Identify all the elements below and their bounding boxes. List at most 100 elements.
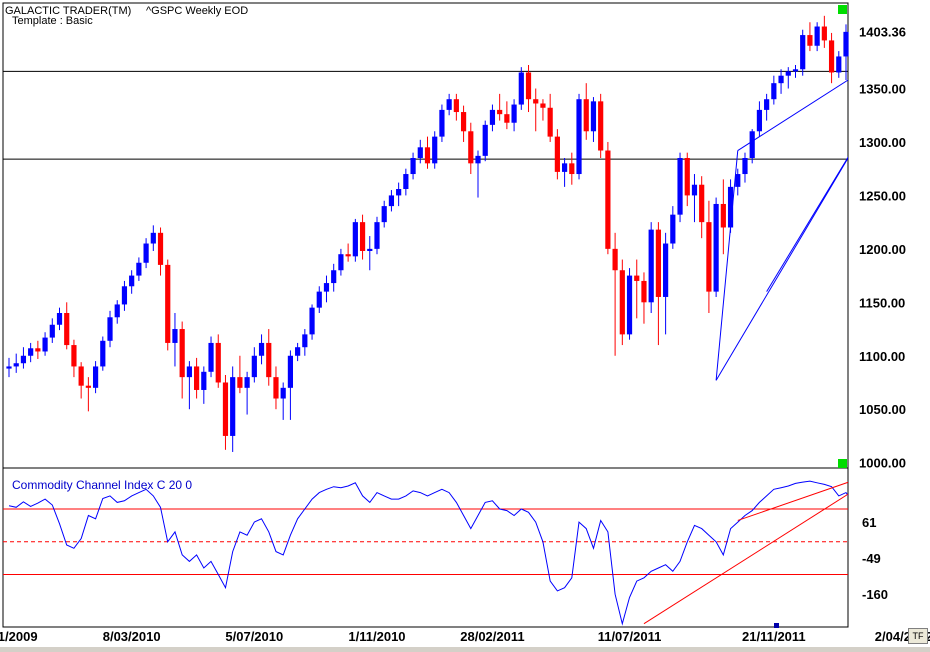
cci-trendline: [643, 493, 848, 625]
date-tick-label: 1/11/2010: [348, 629, 405, 644]
price-tick-label: 1350.00: [859, 82, 906, 97]
price-tick-label: 1000.00: [859, 456, 906, 471]
candle-body: [554, 136, 560, 172]
candle-body: [165, 264, 171, 343]
price-tick-label: 1200.00: [859, 242, 906, 257]
candle-body: [13, 363, 19, 367]
candle-body: [129, 275, 135, 287]
date-tick-label: 11/07/2011: [598, 629, 662, 644]
candle-body: [511, 104, 517, 123]
candle-body: [121, 286, 128, 305]
cci-tick-label: -160: [862, 587, 888, 602]
candle-body: [100, 340, 106, 367]
candle-body: [302, 334, 308, 348]
candle-body: [525, 72, 532, 100]
candle-body: [114, 304, 120, 318]
cci-panel: [2, 467, 849, 628]
candle-body: [374, 222, 380, 249]
candle-body: [56, 313, 63, 325]
candle-body: [713, 203, 719, 292]
candle-body: [42, 337, 48, 352]
candle-body: [172, 329, 178, 343]
candle-body: [64, 313, 70, 346]
candle-body: [150, 232, 156, 244]
price-tick-label: 1250.00: [859, 188, 906, 203]
candle-body: [107, 317, 113, 341]
candle-body: [569, 163, 575, 175]
cci-tick-label: -49: [862, 551, 881, 566]
candle-body: [201, 371, 207, 390]
candle-body: [287, 355, 294, 388]
candle-body: [727, 186, 734, 228]
candle-body: [821, 26, 827, 41]
candle-body: [764, 99, 770, 110]
candle-body: [800, 35, 806, 70]
app-title: GALACTIC TRADER(TM): [5, 5, 132, 17]
candle-body: [735, 174, 741, 187]
price-panel: [2, 2, 849, 469]
candle-body: [742, 158, 748, 175]
candle-body: [489, 109, 496, 125]
candle-body: [814, 26, 820, 46]
candle-body: [778, 75, 784, 84]
candle-body: [410, 158, 416, 175]
candle-body: [648, 229, 654, 303]
scroll-marker-top: [838, 5, 847, 14]
candle-body: [446, 99, 452, 110]
candle-body: [367, 248, 373, 251]
candle-body: [807, 35, 813, 46]
candle-body: [85, 385, 91, 388]
price-tick-label: 1050.00: [859, 402, 906, 417]
candle-body: [352, 222, 358, 257]
trendline: [715, 150, 739, 381]
trendline: [715, 157, 848, 381]
candle-body: [323, 283, 330, 292]
candle-body: [331, 270, 337, 284]
candle-body: [6, 366, 12, 369]
candle-body: [684, 158, 690, 196]
candle-body: [230, 377, 236, 436]
candle-body: [403, 174, 409, 189]
candle-body: [194, 366, 200, 390]
candle-body: [316, 291, 322, 308]
candle-body: [345, 254, 351, 257]
price-trendlines: [715, 79, 848, 381]
candle-body: [20, 355, 27, 364]
candle-body: [35, 348, 41, 352]
candle-body: [655, 229, 661, 297]
candle-body: [208, 342, 214, 372]
axis-labels: 1000.00 1050.00 1100.00 1150.00 1200.00 1250.…: [0, 5, 930, 644]
candle-body: [179, 329, 185, 378]
candle-body: [518, 72, 524, 105]
cci-trendline: [737, 481, 848, 521]
candle-body: [424, 147, 431, 164]
candle-body: [583, 99, 589, 132]
candle-body: [706, 222, 712, 292]
date-tick-label: 28/02/2011: [460, 629, 524, 644]
candle-body: [215, 342, 221, 383]
candle-body: [792, 69, 799, 72]
scroll-marker-bottom: [838, 459, 847, 468]
candle-body: [843, 31, 849, 57]
timeframe-button[interactable]: TF: [908, 628, 928, 644]
candle-body: [576, 99, 582, 175]
candle-body: [258, 342, 265, 356]
candle-body: [28, 348, 34, 356]
candle-body: [749, 131, 755, 158]
cci-series: [8, 480, 848, 626]
candle-body: [309, 307, 315, 335]
cci-title: Commodity Channel Index C 20 0: [12, 478, 193, 492]
cci-tick-label: 61: [862, 515, 876, 530]
candle-body: [612, 248, 618, 271]
candle-body: [605, 150, 611, 249]
candle-body: [561, 163, 568, 172]
candle-body: [244, 377, 250, 388]
candle-body: [828, 40, 835, 73]
candle-body: [460, 112, 467, 132]
candle-body: [547, 107, 553, 137]
candle-body: [691, 184, 698, 196]
candle-body: [295, 347, 301, 356]
candle-body: [280, 387, 286, 399]
candle-body: [157, 232, 164, 265]
candle-body: [468, 131, 474, 164]
